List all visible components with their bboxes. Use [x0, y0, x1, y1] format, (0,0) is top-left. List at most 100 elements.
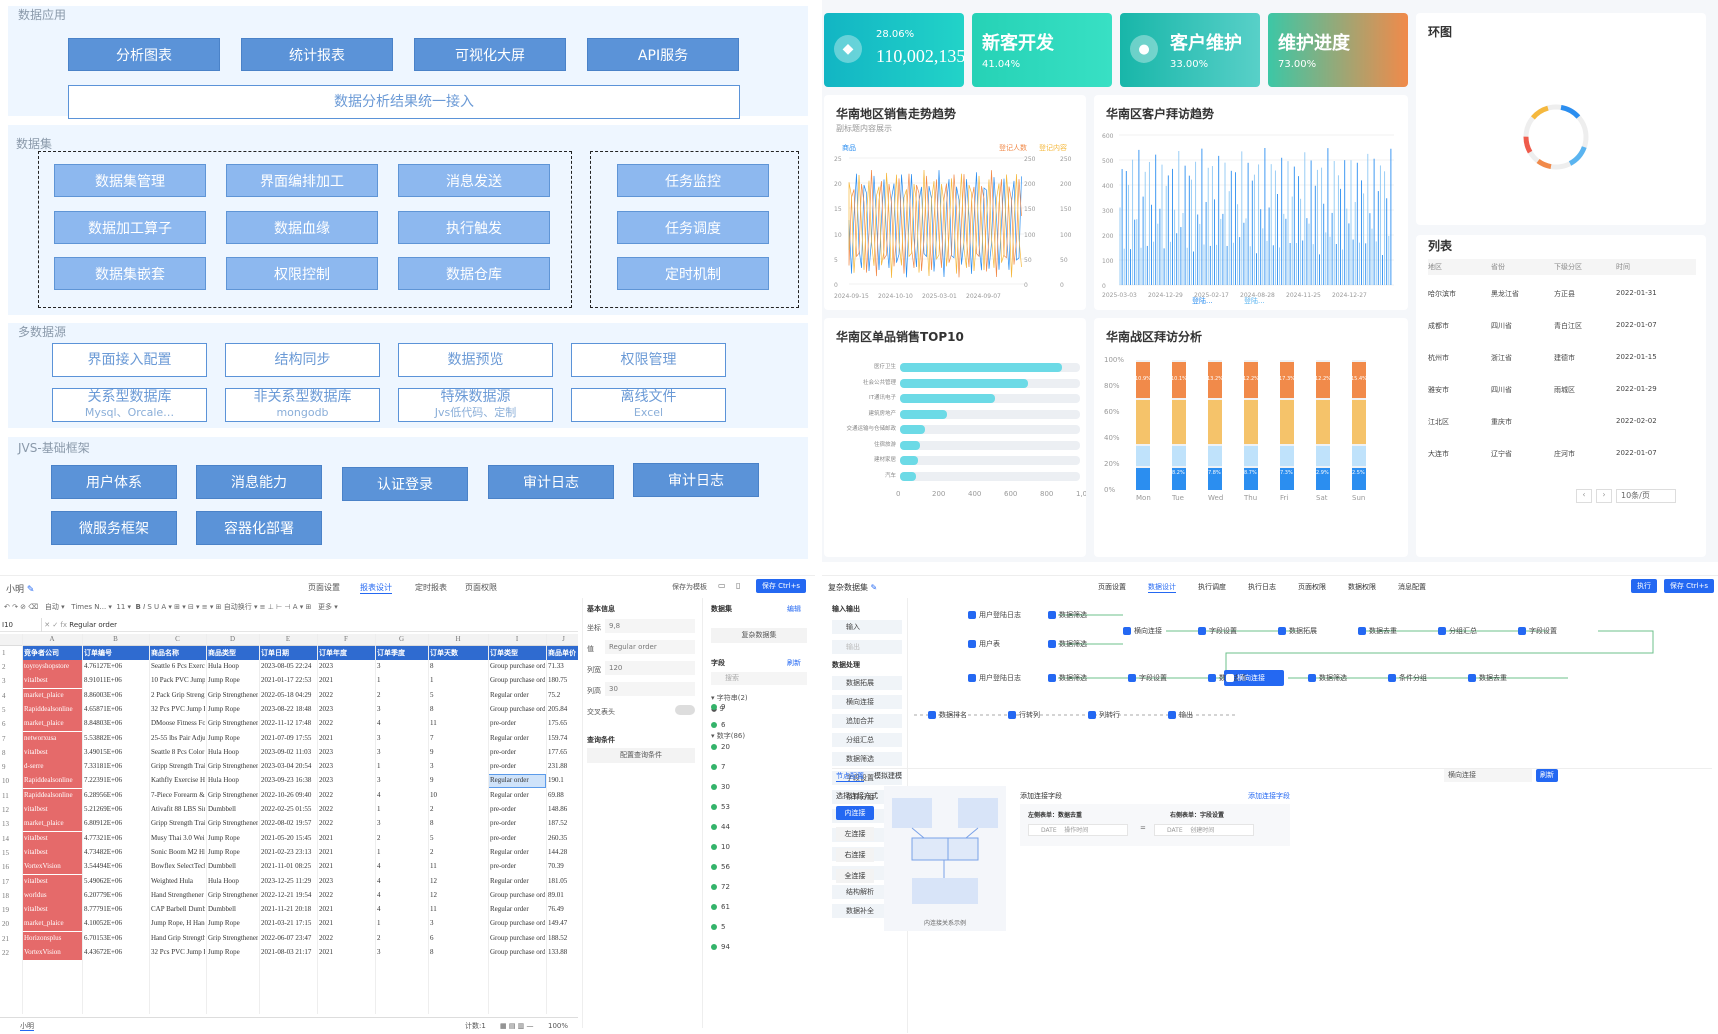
table-cell[interactable]: Regular order: [490, 776, 529, 785]
table-cell[interactable]: 2023: [319, 762, 333, 771]
monitor-icon[interactable]: ▭: [718, 581, 726, 590]
header-cell[interactable]: 订单编号: [84, 649, 112, 657]
flow-tab[interactable]: 数据设计: [1148, 583, 1176, 593]
table-cell[interactable]: 8: [430, 704, 434, 713]
table-cell[interactable]: Dumbbell: [208, 905, 236, 914]
field-item[interactable]: 72: [711, 883, 730, 891]
field-item[interactable]: 44: [711, 823, 730, 831]
table-cell[interactable]: Kathfly Exercise He: [151, 776, 205, 785]
table-cell[interactable]: 177.65: [548, 747, 568, 756]
flow-node[interactable]: 数据去重: [1358, 624, 1397, 638]
value-input[interactable]: Regular order: [605, 640, 695, 654]
palette-output[interactable]: 输出: [832, 640, 902, 654]
table-cell[interactable]: market_plaice: [24, 719, 64, 728]
table-cell[interactable]: 2021: [319, 733, 333, 742]
table-cell[interactable]: 7.33181E+06: [84, 762, 122, 771]
table-cell[interactable]: 2023: [319, 662, 333, 670]
table-cell[interactable]: 2021: [319, 919, 333, 928]
table-cell[interactable]: 1: [377, 847, 381, 856]
flow-node[interactable]: 横向连接: [1226, 671, 1265, 685]
flow-tab[interactable]: 数据权限: [1348, 583, 1376, 591]
header-cell[interactable]: 订单年度: [319, 649, 347, 657]
flow-tab[interactable]: 执行调度: [1198, 583, 1226, 591]
table-cell[interactable]: 11: [430, 862, 437, 871]
table-cell[interactable]: 8: [430, 662, 434, 670]
table-cell[interactable]: Jump Rope: [208, 833, 240, 842]
table-cell[interactable]: 89.01: [548, 890, 564, 899]
table-cell[interactable]: 2022: [319, 805, 333, 813]
col-header[interactable]: B: [113, 635, 118, 643]
table-cell[interactable]: 3: [430, 762, 434, 771]
field-item[interactable]: 9: [711, 703, 725, 711]
table-cell[interactable]: Jump Rope: [208, 847, 240, 856]
left-join-button[interactable]: 左连接: [836, 827, 874, 841]
table-cell[interactable]: 5.53882E+06: [84, 733, 122, 742]
table-cell[interactable]: Bowflex SelectTech: [151, 862, 205, 871]
table-cell[interactable]: vitalbest: [24, 833, 48, 842]
table-cell[interactable]: 71.33: [548, 662, 564, 670]
table-cell[interactable]: 2022-06-07 23:47: [261, 933, 312, 942]
table-cell[interactable]: 181.05: [548, 876, 568, 885]
table-cell[interactable]: 231.88: [548, 762, 568, 771]
table-cell[interactable]: Gripp Strength Train: [151, 819, 205, 828]
flow-node[interactable]: 字段设置: [1198, 624, 1237, 638]
table-cell[interactable]: 2022: [319, 933, 333, 942]
table-cell[interactable]: Regular order: [490, 733, 529, 742]
table-cell[interactable]: Grip Strengthener: [208, 819, 258, 828]
table-cell[interactable]: pre-order: [490, 833, 517, 842]
table-cell[interactable]: 2021: [319, 948, 333, 956]
table-cell[interactable]: 76.49: [548, 905, 564, 914]
table-cell[interactable]: 4: [377, 719, 381, 728]
table-cell[interactable]: 2023-08-05 22:24: [261, 662, 312, 670]
header-cell[interactable]: 订单类型: [490, 649, 518, 657]
table-cell[interactable]: 2022-05-18 04:29: [261, 690, 312, 699]
table-cell[interactable]: vitalbest: [24, 847, 48, 856]
flow-node[interactable]: 数据筛选: [1308, 671, 1347, 685]
table-cell[interactable]: 2022: [319, 790, 333, 799]
col-header[interactable]: J: [562, 635, 565, 643]
col-header[interactable]: C: [175, 635, 180, 643]
header-cell[interactable]: 商品类型: [208, 649, 236, 657]
table-cell[interactable]: 75.2: [548, 690, 561, 699]
table-cell[interactable]: 2022-11-12 17:48: [261, 719, 312, 728]
table-cell[interactable]: Jump Rope: [208, 919, 240, 928]
dataset-select[interactable]: 复杂数据集: [711, 628, 807, 643]
table-cell[interactable]: 5.49062E+06: [84, 876, 122, 885]
table-cell[interactable]: Musy Thai 3.0 Weig: [151, 833, 205, 842]
table-cell[interactable]: 6.28956E+06: [84, 790, 122, 799]
table-cell[interactable]: 159.74: [548, 733, 568, 742]
table-cell[interactable]: 2023: [319, 704, 333, 713]
inner-join-button[interactable]: 内连接: [836, 806, 874, 820]
table-cell[interactable]: 260.35: [548, 833, 568, 842]
flow-canvas[interactable]: [908, 598, 1718, 788]
table-cell[interactable]: 2021: [319, 847, 333, 856]
table-cell[interactable]: 6: [430, 933, 434, 942]
spreadsheet-grid[interactable]: A B C D E F G H I J 竞争者公司 订单编号 商品名称 商品类型 订单日期 订单年度 订单季度 订…: [0, 634, 578, 1014]
table-cell[interactable]: worldus: [24, 890, 47, 899]
table-cell[interactable]: 3: [377, 819, 381, 828]
table-cell[interactable]: 7.22391E+06: [84, 776, 122, 785]
flow-node[interactable]: 数据筛选: [1048, 637, 1087, 651]
tab-page-settings[interactable]: 页面设置: [308, 583, 340, 592]
table-cell[interactable]: 187.52: [548, 819, 568, 828]
header-cell[interactable]: 订单季度: [377, 649, 405, 657]
table-cell[interactable]: Grip Strengthener: [208, 762, 258, 771]
table-cell[interactable]: Jump Rope, H Hand: [151, 919, 205, 928]
table-cell[interactable]: 1: [430, 676, 434, 685]
field-item[interactable]: 7: [711, 763, 725, 771]
table-cell[interactable]: 5: [430, 833, 434, 842]
table-cell[interactable]: Group purchase ord: [490, 919, 545, 928]
str-group[interactable]: ▾ 字符串(2): [711, 694, 748, 702]
add-field-link[interactable]: 添加连接字段: [1248, 792, 1290, 800]
table-cell[interactable]: Rapiddealsonline: [24, 776, 73, 785]
table-cell[interactable]: 2021: [319, 833, 333, 842]
flow-node[interactable]: 数据拓展: [1278, 624, 1317, 638]
table-cell[interactable]: 5: [430, 690, 434, 699]
flow-node[interactable]: 用户表: [968, 637, 1000, 651]
table-cell[interactable]: Jump Rope: [208, 733, 240, 742]
table-cell[interactable]: 12: [430, 890, 437, 899]
flow-node[interactable]: 数据筛选: [1048, 671, 1087, 685]
table-cell[interactable]: pre-order: [490, 719, 517, 728]
table-cell[interactable]: 5.21269E+06: [84, 805, 122, 813]
table-cell[interactable]: Dumbbell: [208, 805, 236, 813]
